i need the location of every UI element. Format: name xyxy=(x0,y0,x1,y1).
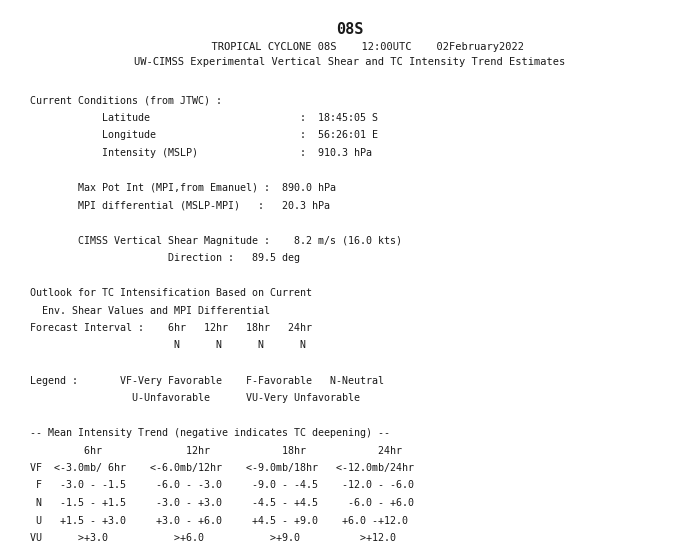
Text: CIMSS Vertical Shear Magnitude :    8.2 m/s (16.0 kts): CIMSS Vertical Shear Magnitude : 8.2 m/s… xyxy=(18,236,402,246)
Text: Outlook for TC Intensification Based on Current: Outlook for TC Intensification Based on … xyxy=(18,288,312,298)
Text: MPI differential (MSLP-MPI)   :   20.3 hPa: MPI differential (MSLP-MPI) : 20.3 hPa xyxy=(18,201,330,211)
Text: F   -3.0 - -1.5     -6.0 - -3.0     -9.0 - -4.5    -12.0 - -6.0: F -3.0 - -1.5 -6.0 - -3.0 -9.0 - -4.5 -1… xyxy=(18,480,414,490)
Text: 08S: 08S xyxy=(336,22,363,37)
Text: N   -1.5 - +1.5     -3.0 - +3.0     -4.5 - +4.5     -6.0 - +6.0: N -1.5 - +1.5 -3.0 - +3.0 -4.5 - +4.5 -6… xyxy=(18,498,414,508)
Text: -- Mean Intensity Trend (negative indicates TC deepening) --: -- Mean Intensity Trend (negative indica… xyxy=(18,428,390,438)
Text: UW-CIMSS Experimental Vertical Shear and TC Intensity Trend Estimates: UW-CIMSS Experimental Vertical Shear and… xyxy=(134,57,565,67)
Text: VU      >+3.0           >+6.0           >+9.0          >+12.0: VU >+3.0 >+6.0 >+9.0 >+12.0 xyxy=(18,533,396,543)
Text: 6hr              12hr            18hr            24hr: 6hr 12hr 18hr 24hr xyxy=(18,445,402,455)
Text: Legend :       VF-Very Favorable    F-Favorable   N-Neutral: Legend : VF-Very Favorable F-Favorable N… xyxy=(18,375,384,385)
Text: Latitude                         :  18:45:05 S: Latitude : 18:45:05 S xyxy=(18,113,378,123)
Text: U-Unfavorable      VU-Very Unfavorable: U-Unfavorable VU-Very Unfavorable xyxy=(18,393,360,403)
Text: Env. Shear Values and MPI Differential: Env. Shear Values and MPI Differential xyxy=(18,305,270,315)
Text: Max Pot Int (MPI,from Emanuel) :  890.0 hPa: Max Pot Int (MPI,from Emanuel) : 890.0 h… xyxy=(18,183,336,193)
Text: Intensity (MSLP)                 :  910.3 hPa: Intensity (MSLP) : 910.3 hPa xyxy=(18,148,372,158)
Text: VF  <-3.0mb/ 6hr    <-6.0mb/12hr    <-9.0mb/18hr   <-12.0mb/24hr: VF <-3.0mb/ 6hr <-6.0mb/12hr <-9.0mb/18h… xyxy=(18,463,414,473)
Text: Forecast Interval :    6hr   12hr   18hr   24hr: Forecast Interval : 6hr 12hr 18hr 24hr xyxy=(18,323,312,333)
Text: U   +1.5 - +3.0     +3.0 - +6.0     +4.5 - +9.0    +6.0 -+12.0: U +1.5 - +3.0 +3.0 - +6.0 +4.5 - +9.0 +6… xyxy=(18,515,408,525)
Text: Direction :   89.5 deg: Direction : 89.5 deg xyxy=(18,253,300,263)
Text: Current Conditions (from JTWC) :: Current Conditions (from JTWC) : xyxy=(18,96,222,106)
Text: N      N      N      N: N N N N xyxy=(18,340,306,350)
Text: TROPICAL CYCLONE 08S    12:00UTC    02February2022: TROPICAL CYCLONE 08S 12:00UTC 02February… xyxy=(175,42,524,52)
Text: Longitude                        :  56:26:01 E: Longitude : 56:26:01 E xyxy=(18,131,378,141)
